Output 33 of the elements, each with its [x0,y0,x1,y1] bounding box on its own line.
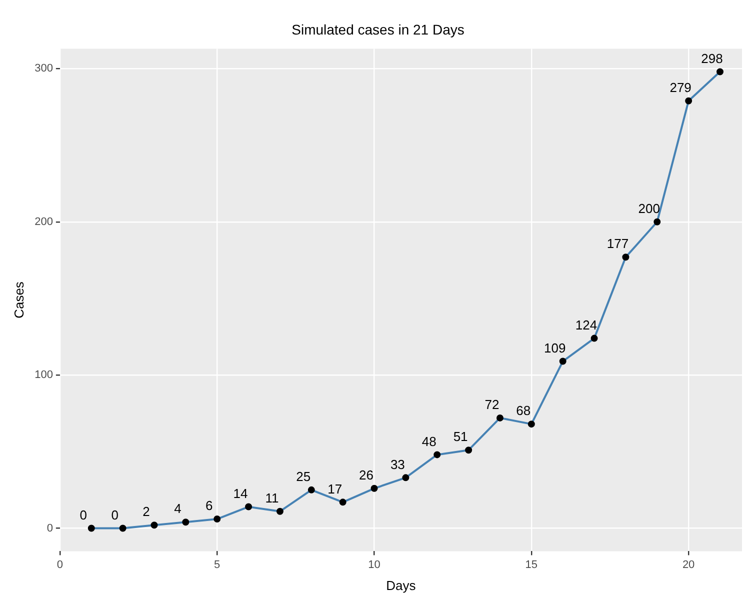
data-label: 2 [142,504,150,520]
data-label: 0 [111,507,118,522]
data-label: 11 [265,490,279,506]
data-label: 14 [233,486,248,501]
data-label: 68 [516,403,531,418]
x-tick-label: 20 [682,558,695,571]
data-label: 0 [80,507,87,522]
y-tick-label: 100 [34,369,53,382]
data-label: 17 [328,481,342,496]
data-label: 33 [390,456,405,472]
data-label: 6 [205,498,213,514]
x-axis-title: Days [386,578,416,593]
data-label: 51 [453,429,468,444]
y-tick-label: 300 [34,62,53,75]
data-label: 177 [606,236,629,252]
data-label: 4 [174,501,182,516]
y-tick-label: 200 [34,216,53,228]
data-label: 26 [359,467,374,482]
y-axis-title: Cases [11,281,26,318]
data-label: 72 [484,397,500,412]
data-label: 109 [544,340,566,356]
data-label: 25 [296,469,311,484]
x-tick-label: 5 [214,558,220,571]
data-label: 200 [638,200,660,216]
data-label: 48 [422,434,436,449]
y-tick-label: 0 [46,522,53,534]
x-tick-label: 10 [368,558,380,571]
x-tick-label: 15 [525,558,538,571]
chart-title: Simulated cases in 21 Days [292,21,464,38]
x-tick-label: 0 [56,558,64,571]
data-label: 124 [575,317,598,332]
data-label: 298 [701,50,723,66]
data-label: 279 [670,80,692,95]
